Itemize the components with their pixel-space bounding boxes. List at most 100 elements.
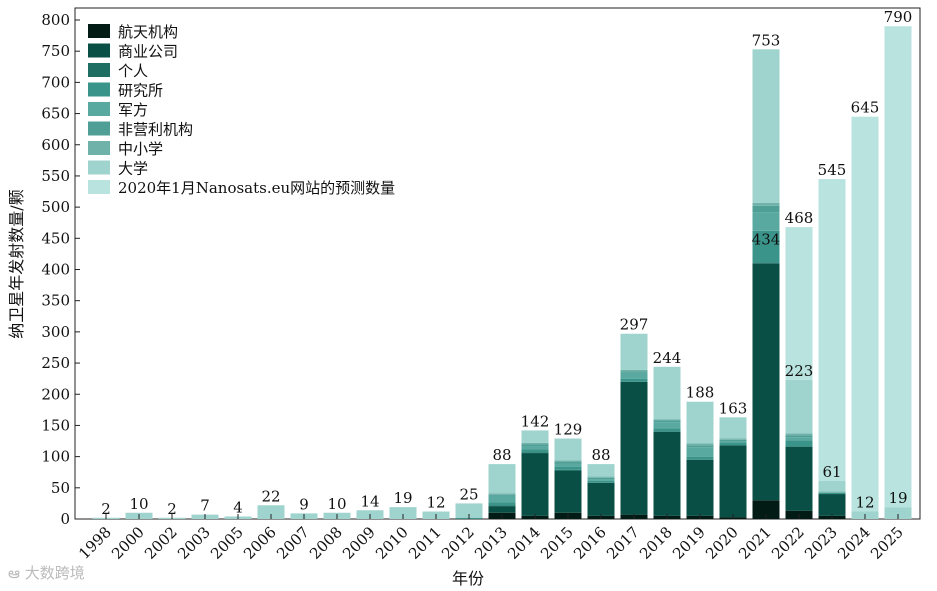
bar-2023-series-8 <box>818 179 846 481</box>
x-tick-label-2020: 2020 <box>702 523 742 563</box>
bar-2019-series-5 <box>686 445 714 448</box>
bar-2021-series-1 <box>752 263 780 501</box>
bar-2018-series-1 <box>653 431 681 516</box>
total-label-2018: 244 <box>653 349 682 367</box>
total-label-2010: 19 <box>393 489 412 507</box>
bar-2022-series-7 <box>785 379 813 434</box>
legend-swatch-6 <box>88 141 110 155</box>
legend-label-2: 个人 <box>118 62 148 80</box>
x-tick-label-2024: 2024 <box>834 523 874 563</box>
bar-2015-series-5 <box>554 461 582 464</box>
legend-swatch-5 <box>88 121 110 136</box>
bar-2023-series-1 <box>818 494 846 516</box>
bar-2021-series-4 <box>752 212 780 231</box>
x-tick-label-2007: 2007 <box>273 523 313 563</box>
total-label-2003: 7 <box>200 497 210 515</box>
bar-2014-series-7 <box>521 430 549 443</box>
legend-swatch-3 <box>88 82 110 97</box>
y-tick-label-100: 100 <box>41 448 70 466</box>
bar-2017-series-5 <box>620 371 648 373</box>
legend-label-0: 航天机构 <box>118 23 178 41</box>
x-tick-label-2005: 2005 <box>207 523 247 563</box>
bar-2018-series-4 <box>653 422 681 429</box>
watermark: ఆ 大数跨境 <box>8 562 85 586</box>
legend-label-4: 军方 <box>118 101 148 119</box>
x-tick-label-2012: 2012 <box>438 523 478 563</box>
legend-swatch-7 <box>88 160 110 175</box>
bar-2015-series-7 <box>554 438 582 461</box>
total-label-2022: 468 <box>785 209 814 227</box>
x-axis: 1998200020022003200520062007200820092010… <box>75 514 907 563</box>
x-tick-label-2017: 2017 <box>603 523 643 563</box>
bar-2018-series-7 <box>653 366 681 420</box>
legend-swatch-8 <box>88 180 110 194</box>
bar-2023-series-7 <box>818 480 846 492</box>
bar-2015-series-4 <box>554 463 582 467</box>
total-label-2024: 645 <box>851 99 880 117</box>
y-tick-label-0: 0 <box>60 510 70 528</box>
bar-2013-series-3 <box>488 502 516 506</box>
bar-2016-series-4 <box>587 479 615 481</box>
bar-2016-series-1 <box>587 482 615 516</box>
bar-2025-series-7 <box>884 507 912 519</box>
total-label-2020: 163 <box>719 399 748 417</box>
bar-2018-series-5 <box>653 420 681 423</box>
bar-2021-series-6 <box>752 202 780 206</box>
x-tick-label-2015: 2015 <box>537 523 577 563</box>
bar-2023-series-5 <box>818 492 846 493</box>
bar-2023-series-6 <box>818 491 846 493</box>
x-tick-label-2013: 2013 <box>471 523 511 563</box>
x-tick-label-2023: 2023 <box>801 523 841 563</box>
bar-2020-series-4 <box>719 441 747 443</box>
bar-2014-series-1 <box>521 453 549 516</box>
bar-2015-series-3 <box>554 466 582 470</box>
total-label-2015: 129 <box>554 421 583 439</box>
bar-2019-series-3 <box>686 456 714 460</box>
bar-2022-series-5 <box>785 435 813 438</box>
y-tick-label-650: 650 <box>41 105 70 123</box>
inner-label-2021: 434 <box>752 230 781 248</box>
x-tick-label-2006: 2006 <box>240 523 280 563</box>
y-tick-label-350: 350 <box>41 292 70 310</box>
bar-2020-series-6 <box>719 438 747 440</box>
bar-2017-series-6 <box>620 369 648 372</box>
x-tick-label-2009: 2009 <box>339 523 379 563</box>
bar-2024-series-8 <box>851 116 879 512</box>
bar-2016-series-3 <box>587 480 615 483</box>
total-label-2013: 88 <box>492 446 511 464</box>
bar-2020-series-7 <box>719 417 747 439</box>
total-label-2005: 4 <box>233 499 243 517</box>
inner-label-2025: 19 <box>888 489 907 507</box>
legend-swatch-4 <box>88 102 110 116</box>
legend-label-3: 研究所 <box>118 82 163 100</box>
bar-2014-series-5 <box>521 444 549 447</box>
x-tick-label-2011: 2011 <box>405 523 445 563</box>
bar-2017-series-1 <box>620 381 648 515</box>
total-label-2019: 188 <box>686 384 715 402</box>
bar-2013-series-5 <box>488 494 516 496</box>
y-tick-label-600: 600 <box>41 136 70 154</box>
bar-2017-series-3 <box>620 378 648 382</box>
bar-2022-series-4 <box>785 437 813 441</box>
bar-2018-series-6 <box>653 419 681 421</box>
bar-2014-series-4 <box>521 446 549 450</box>
bar-2010-series-7 <box>389 507 417 519</box>
bar-2014-series-3 <box>521 449 549 453</box>
bar-2013-series-2 <box>488 505 516 507</box>
y-tick-label-750: 750 <box>41 42 70 60</box>
bar-2022-series-6 <box>785 433 813 436</box>
y-tick-label-50: 50 <box>51 479 70 497</box>
total-label-2011: 12 <box>426 494 445 512</box>
bar-2025-series-8 <box>884 26 912 508</box>
total-label-2012: 25 <box>459 485 478 503</box>
total-label-2002: 2 <box>167 500 177 518</box>
bar-2012-series-7 <box>455 503 483 518</box>
bar-2020-series-5 <box>719 439 747 442</box>
y-tick-label-550: 550 <box>41 167 70 185</box>
bar-2019-series-4 <box>686 447 714 457</box>
legend-label-5: 非营利机构 <box>118 121 193 139</box>
bar-2020-series-1 <box>719 445 747 518</box>
legend-swatch-1 <box>88 43 110 58</box>
bar-2022-series-8 <box>785 227 813 380</box>
x-tick-label-1998: 1998 <box>75 523 115 563</box>
